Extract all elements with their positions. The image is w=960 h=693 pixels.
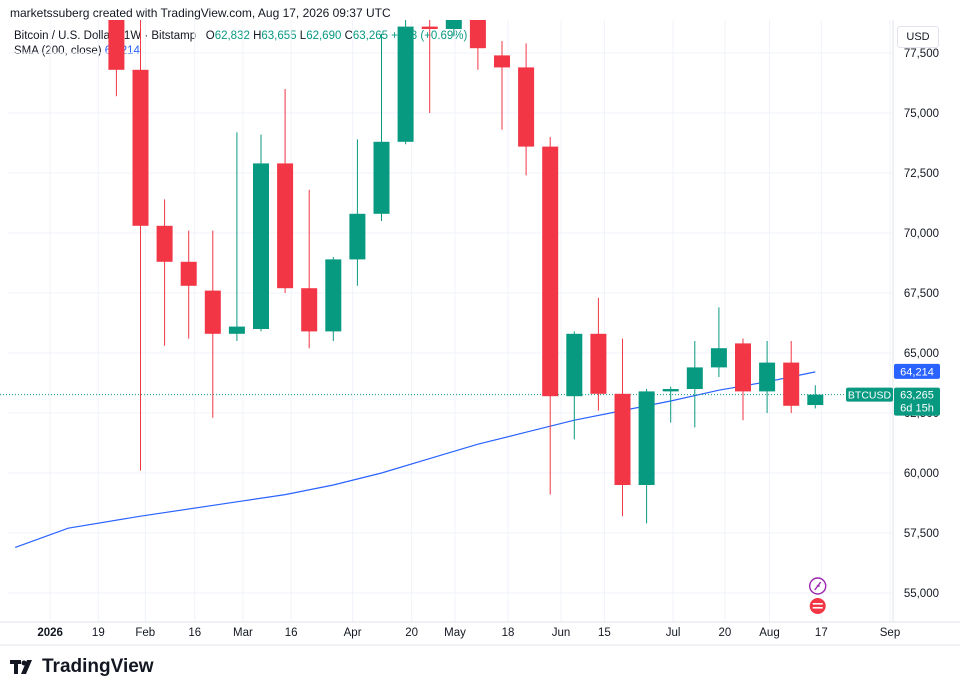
close-value: 63,265 — [352, 30, 389, 42]
x-tick-label: Feb — [135, 627, 155, 639]
candle-body — [373, 141, 390, 214]
y-tick-label: 55,000 — [904, 588, 939, 600]
candle-body — [301, 288, 318, 332]
x-tick-label: Aug — [759, 627, 779, 639]
candle-body — [397, 26, 414, 142]
x-tick-label: Jun — [552, 627, 571, 639]
open-value: 62,832 — [214, 30, 250, 42]
y-tick-label: 70,000 — [904, 228, 939, 240]
x-tick-label: Jul — [666, 627, 681, 639]
y-tick-label: 67,500 — [904, 288, 939, 300]
chart-header: marketssuberg created with TradingView.c… — [10, 6, 391, 20]
y-tick-label: 77,500 — [904, 48, 939, 60]
y-tick-label: 72,500 — [904, 168, 939, 180]
price-chart[interactable]: 55,00057,50060,00062,50065,00067,50070,0… — [0, 20, 960, 650]
candle-body — [662, 389, 679, 392]
high-value: 63,655 — [261, 30, 297, 42]
high-label: H — [253, 30, 262, 42]
y-tick-label: 57,500 — [904, 528, 939, 540]
candle-body — [421, 26, 438, 29]
price-tag-bg — [894, 387, 940, 416]
candle-body — [132, 69, 149, 226]
x-tick-label: May — [444, 627, 466, 639]
candle-body — [566, 333, 583, 397]
lightning-icon — [814, 581, 822, 591]
candle-body — [590, 333, 607, 394]
x-tick-label: 17 — [815, 627, 828, 639]
candle-body — [807, 394, 824, 406]
candle-body — [325, 259, 342, 332]
low-value: 62,690 — [306, 30, 342, 42]
x-tick-label: Mar — [233, 627, 253, 639]
candle-body — [542, 146, 559, 397]
candle-body — [518, 67, 535, 147]
candle-body — [445, 20, 462, 29]
candle-body — [686, 367, 703, 389]
x-tick-label: Sep — [880, 627, 900, 639]
x-tick-label: 19 — [92, 627, 105, 639]
sma-price-tag-bg — [894, 363, 940, 379]
y-tick-label: 75,000 — [904, 108, 939, 120]
x-tick-label: 15 — [598, 627, 611, 639]
candle-body — [204, 290, 221, 334]
x-tick-label: 18 — [502, 627, 515, 639]
candle-body — [638, 391, 655, 485]
candle-body — [735, 343, 751, 392]
y-tick-label: 60,000 — [904, 468, 939, 480]
candle-body — [759, 362, 776, 392]
us-flag-icon — [809, 598, 826, 614]
sma-label: SMA (200, close) — [14, 45, 102, 57]
candle-body — [180, 261, 197, 286]
close-label: C — [344, 30, 353, 42]
countdown-tag: 6d 15h — [900, 403, 934, 415]
candle-body — [156, 225, 173, 262]
candle-body — [710, 348, 727, 368]
symbol-tag-bg — [846, 387, 893, 402]
candle-body — [783, 362, 800, 406]
x-tick-label: 2026 — [37, 627, 63, 639]
candle-body — [614, 393, 631, 485]
flag-stripe — [812, 607, 823, 609]
x-tick-label: 16 — [285, 627, 298, 639]
open-label: O — [205, 30, 215, 42]
sma-price-tag: 64,214 — [900, 366, 934, 378]
low-label: L — [299, 30, 307, 42]
x-tick-label: Apr — [344, 627, 362, 639]
candle-body — [108, 20, 125, 70]
currency-button[interactable]: USD — [897, 26, 939, 48]
y-tick-label: 65,000 — [904, 348, 939, 360]
candle-body — [228, 326, 245, 334]
symbol-tag: BTCUSD — [848, 390, 892, 402]
candle-body — [349, 213, 366, 260]
flag-stripe — [812, 603, 823, 605]
candle-body — [253, 163, 269, 329]
candle-body — [469, 20, 486, 49]
price-tag: 63,265 — [900, 390, 934, 402]
x-tick-label: 20 — [405, 627, 418, 639]
brand-name: TradingView — [42, 656, 154, 677]
tradingview-logo-icon — [10, 660, 32, 674]
x-tick-label: 16 — [188, 627, 201, 639]
tradingview-logo: TradingView — [10, 656, 154, 678]
symbol-title: Bitcoin / U.S. Dollar · 1W · Bitstamp — [14, 30, 197, 42]
candle-body — [277, 163, 294, 289]
x-tick-label: 20 — [719, 627, 732, 639]
candle-body — [494, 55, 510, 68]
